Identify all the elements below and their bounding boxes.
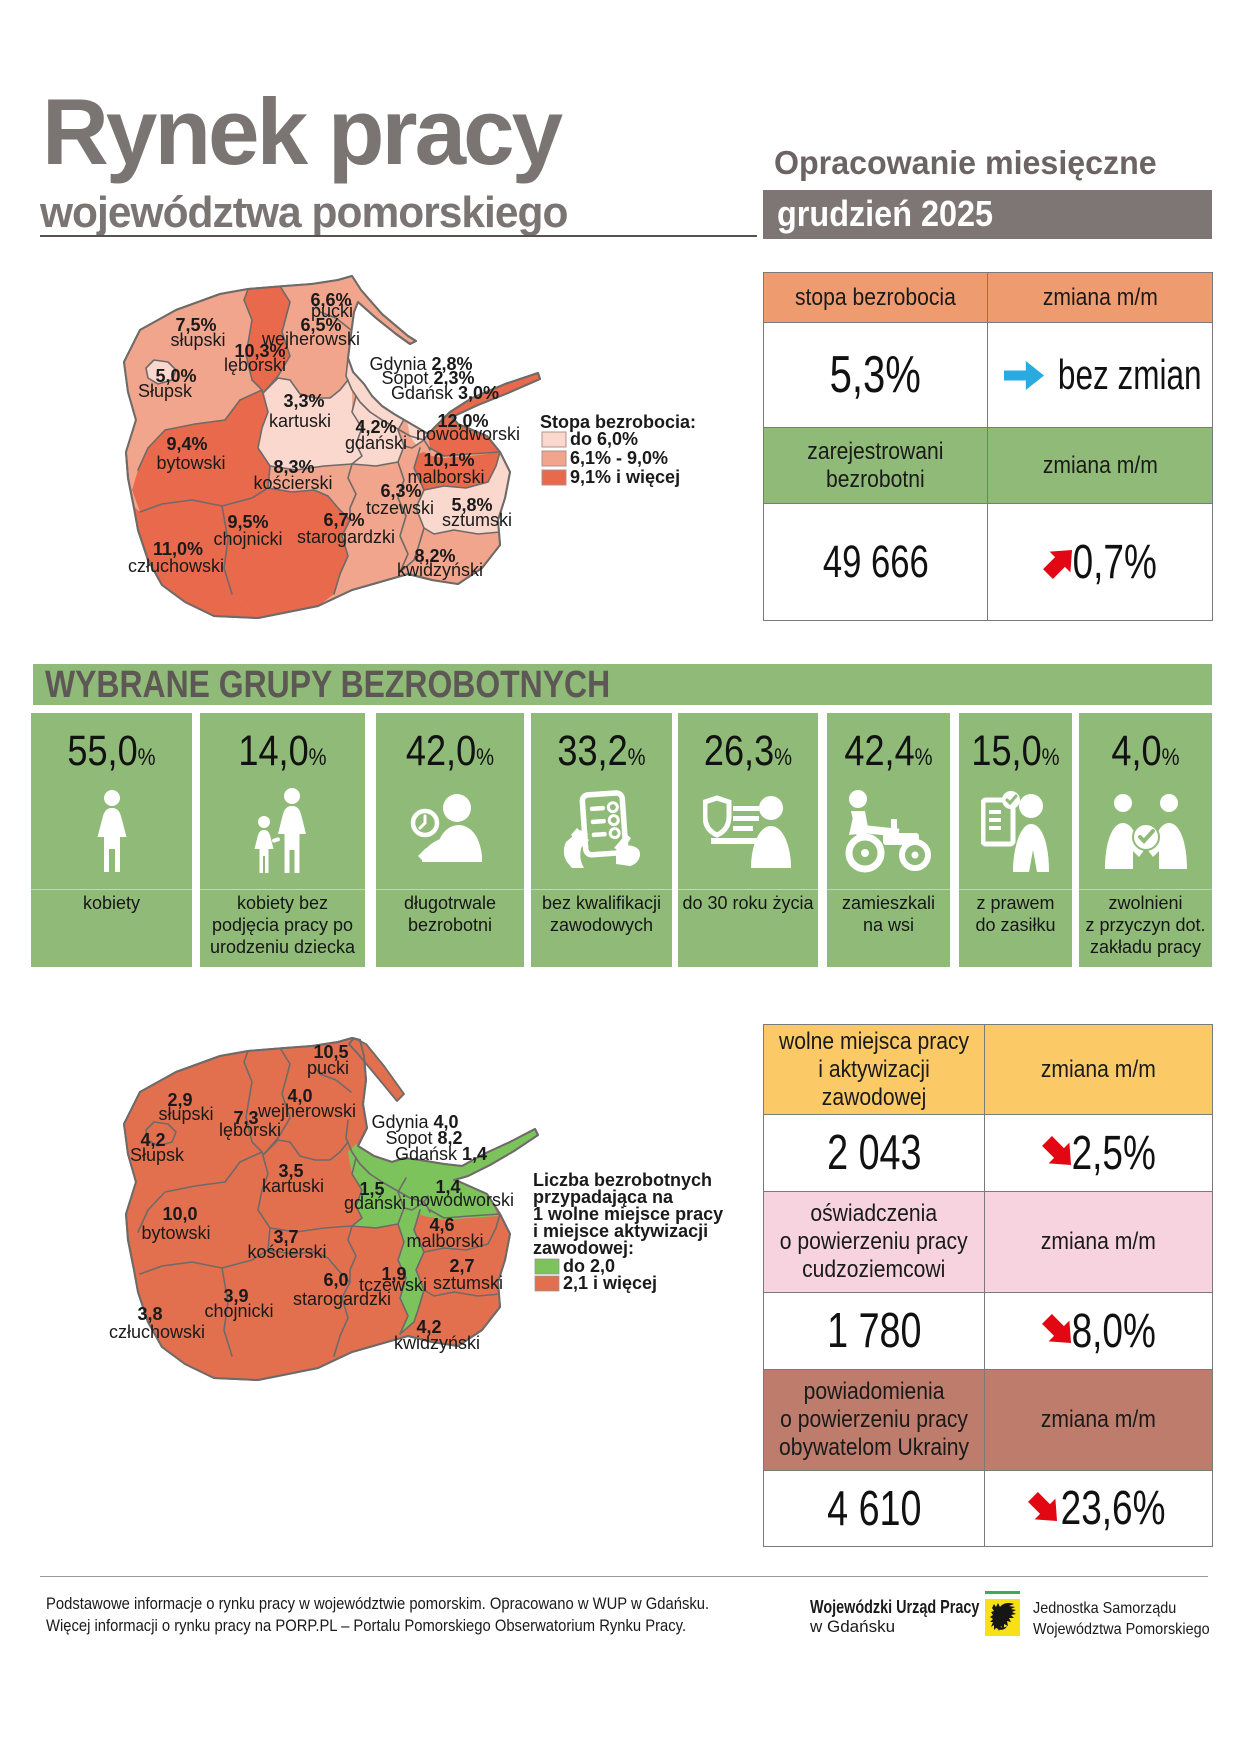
svg-text:i miejsce aktywizacji: i miejsce aktywizacji — [533, 1221, 708, 1241]
svg-text:Gdynia 4,0: Gdynia 4,0 — [371, 1112, 458, 1132]
svg-text:tczewski: tczewski — [359, 1275, 427, 1295]
svg-text:4,2: 4,2 — [140, 1130, 165, 1150]
svg-text:12,0%: 12,0% — [437, 411, 488, 431]
svg-text:kościerski: kościerski — [247, 1242, 326, 1262]
svg-text:malborski: malborski — [407, 467, 484, 487]
svg-text:6,0: 6,0 — [323, 1270, 348, 1290]
svg-text:4,2: 4,2 — [416, 1317, 441, 1337]
svg-text:Liczba bezrobotnych: Liczba bezrobotnych — [533, 1170, 712, 1190]
svg-text:człuchowski: człuchowski — [128, 556, 224, 576]
svg-text:chojnicki: chojnicki — [213, 529, 282, 549]
svg-text:2,9: 2,9 — [167, 1090, 192, 1110]
svg-text:Gdynia 2,8%: Gdynia 2,8% — [369, 354, 472, 374]
svg-text:7,5%: 7,5% — [175, 315, 216, 335]
svg-text:4,2%: 4,2% — [355, 417, 396, 437]
svg-text:chojnicki: chojnicki — [204, 1301, 273, 1321]
svg-text:6,1% - 9,0%: 6,1% - 9,0% — [570, 448, 668, 468]
svg-text:kościerski: kościerski — [253, 473, 332, 493]
svg-text:2,7: 2,7 — [449, 1256, 474, 1276]
svg-text:8,3%: 8,3% — [273, 457, 314, 477]
svg-text:starogardzki: starogardzki — [297, 527, 395, 547]
svg-text:Słupsk: Słupsk — [138, 381, 193, 401]
svg-text:3,7: 3,7 — [273, 1227, 298, 1247]
svg-text:11,0%: 11,0% — [153, 539, 203, 559]
svg-text:1,9: 1,9 — [381, 1264, 406, 1284]
svg-text:5,8%: 5,8% — [451, 495, 492, 515]
svg-text:9,5%: 9,5% — [227, 512, 268, 532]
svg-text:3,9: 3,9 — [223, 1286, 248, 1306]
svg-text:Stopa bezrobocia:: Stopa bezrobocia: — [540, 412, 696, 432]
svg-text:kwidzyński: kwidzyński — [394, 1333, 480, 1353]
svg-text:człuchowski: człuchowski — [109, 1322, 205, 1342]
svg-text:bytowski: bytowski — [141, 1223, 210, 1243]
svg-text:1,5: 1,5 — [359, 1179, 384, 1199]
svg-text:kartuski: kartuski — [269, 411, 331, 431]
svg-text:Sopot 2,3%: Sopot 2,3% — [381, 368, 474, 388]
svg-text:4,0: 4,0 — [287, 1086, 312, 1106]
svg-text:pucki: pucki — [311, 301, 353, 321]
svg-text:sztumski: sztumski — [442, 510, 512, 530]
svg-text:zawodowej:: zawodowej: — [533, 1238, 634, 1258]
svg-text:słupski: słupski — [170, 330, 225, 350]
svg-text:wejherowski: wejherowski — [257, 1101, 356, 1121]
svg-text:2,1 i więcej: 2,1 i więcej — [563, 1273, 657, 1293]
svg-text:Słupsk: Słupsk — [130, 1145, 185, 1165]
svg-text:10,3%: 10,3% — [234, 341, 285, 361]
svg-text:gdański: gdański — [345, 433, 407, 453]
svg-text:3,5: 3,5 — [278, 1161, 303, 1181]
svg-text:4,6: 4,6 — [429, 1215, 454, 1235]
svg-text:6,7%: 6,7% — [323, 510, 364, 530]
svg-text:pucki: pucki — [307, 1058, 349, 1078]
svg-text:kwidzyński: kwidzyński — [397, 560, 483, 580]
svg-text:przypadająca na: przypadająca na — [533, 1187, 674, 1207]
svg-text:6,6%: 6,6% — [310, 290, 351, 310]
svg-text:malborski: malborski — [406, 1231, 483, 1251]
svg-text:tczewski: tczewski — [366, 498, 434, 518]
svg-text:nowodworski: nowodworski — [410, 1190, 514, 1210]
svg-text:3,3%: 3,3% — [283, 391, 324, 411]
svg-text:gdański: gdański — [344, 1193, 406, 1213]
svg-text:10,5: 10,5 — [313, 1042, 348, 1062]
svg-text:3,8: 3,8 — [137, 1304, 162, 1324]
svg-text:do 6,0%: do 6,0% — [570, 429, 638, 449]
svg-text:6,3%: 6,3% — [380, 481, 421, 501]
svg-text:nowodworski: nowodworski — [416, 424, 520, 444]
svg-text:do 2,0: do 2,0 — [563, 1256, 615, 1276]
svg-text:starogardzki: starogardzki — [293, 1289, 391, 1309]
svg-text:1,4: 1,4 — [435, 1177, 460, 1197]
svg-text:słupski: słupski — [158, 1104, 213, 1124]
svg-text:5,0%: 5,0% — [155, 366, 196, 386]
svg-text:10,1%: 10,1% — [423, 450, 474, 470]
svg-text:6,5%: 6,5% — [300, 315, 341, 335]
svg-text:10,0: 10,0 — [162, 1204, 197, 1224]
svg-text:bytowski: bytowski — [156, 453, 225, 473]
svg-text:Sopot 8,2: Sopot 8,2 — [385, 1128, 462, 1148]
svg-text:1 wolne miejsce pracy: 1 wolne miejsce pracy — [533, 1204, 723, 1224]
svg-text:8,2%: 8,2% — [414, 546, 455, 566]
svg-text:wejherowski: wejherowski — [261, 329, 360, 349]
svg-text:9,4%: 9,4% — [166, 434, 207, 454]
svg-text:Gdańsk 1,4: Gdańsk 1,4 — [395, 1144, 487, 1164]
svg-text:sztumski: sztumski — [433, 1273, 503, 1293]
svg-text:lęborski: lęborski — [224, 355, 286, 375]
svg-text:Gdańsk 3,0%: Gdańsk 3,0% — [391, 383, 499, 403]
svg-text:lęborski: lęborski — [219, 1120, 281, 1140]
svg-text:kartuski: kartuski — [262, 1176, 324, 1196]
svg-text:9,1% i więcej: 9,1% i więcej — [570, 467, 680, 487]
svg-text:7,3: 7,3 — [233, 1108, 258, 1128]
